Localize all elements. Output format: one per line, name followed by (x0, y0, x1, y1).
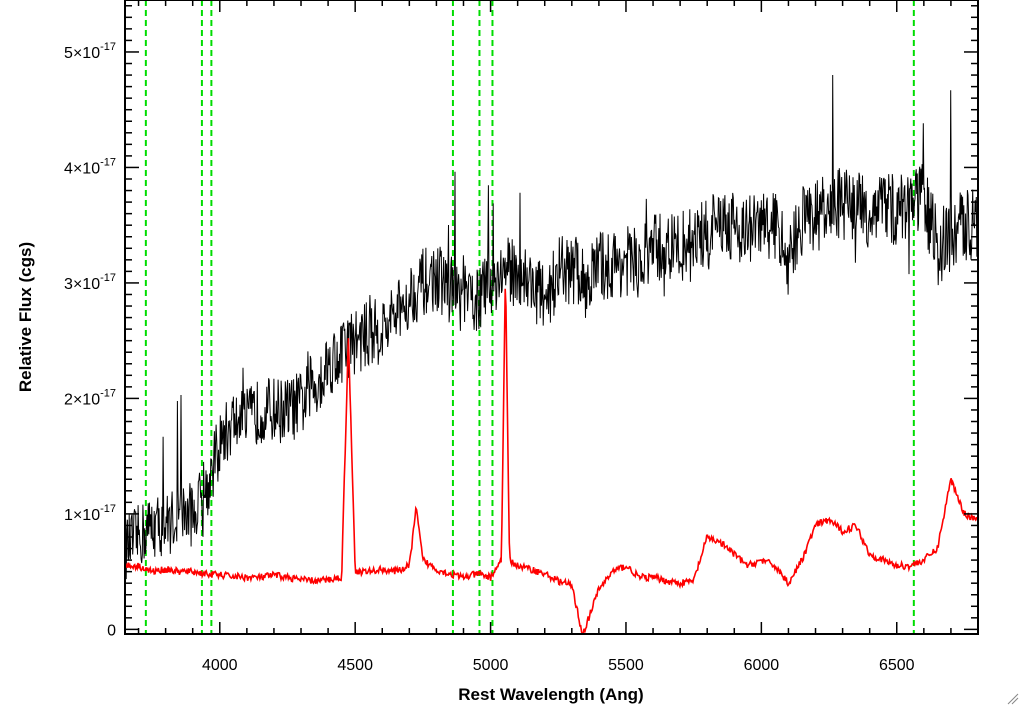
series-0-line (124, 74, 978, 580)
x-tick-label-2: 5000 (473, 657, 509, 674)
y-axis-label: Relative Flux (cgs) (16, 242, 35, 392)
series-layer (124, 74, 979, 635)
x-tick-label-0: 4000 (202, 657, 238, 674)
emission-line-markers (144, 0, 915, 634)
x-tick-labels: 4000 4500 5000 5500 6000 6500 (202, 657, 915, 674)
y-tick-label-4: 4×10-17 (64, 156, 116, 177)
y-tick-label-2: 2×10-17 (64, 387, 116, 408)
y-tick-label-1: 1×10-17 (64, 503, 116, 524)
x-axis-label: Rest Wavelength (Ang) (458, 685, 643, 704)
axis-ticks (125, 0, 979, 634)
y-tick-labels: 0 1×10-17 2×10-17 3×10-17 4×10-17 5×10-17 (64, 41, 116, 639)
x-tick-label-5: 6500 (879, 657, 915, 674)
resize-grip-icon[interactable] (1007, 693, 1019, 705)
y-tick-label-3: 3×10-17 (64, 272, 116, 293)
y-tick-label-5: 5×10-17 (64, 41, 116, 62)
y-tick-label-0: 0 (107, 622, 116, 639)
x-tick-label-4: 6000 (744, 657, 780, 674)
series-1-line (124, 288, 979, 635)
x-tick-label-1: 4500 (337, 657, 373, 674)
x-tick-label-3: 5500 (608, 657, 644, 674)
